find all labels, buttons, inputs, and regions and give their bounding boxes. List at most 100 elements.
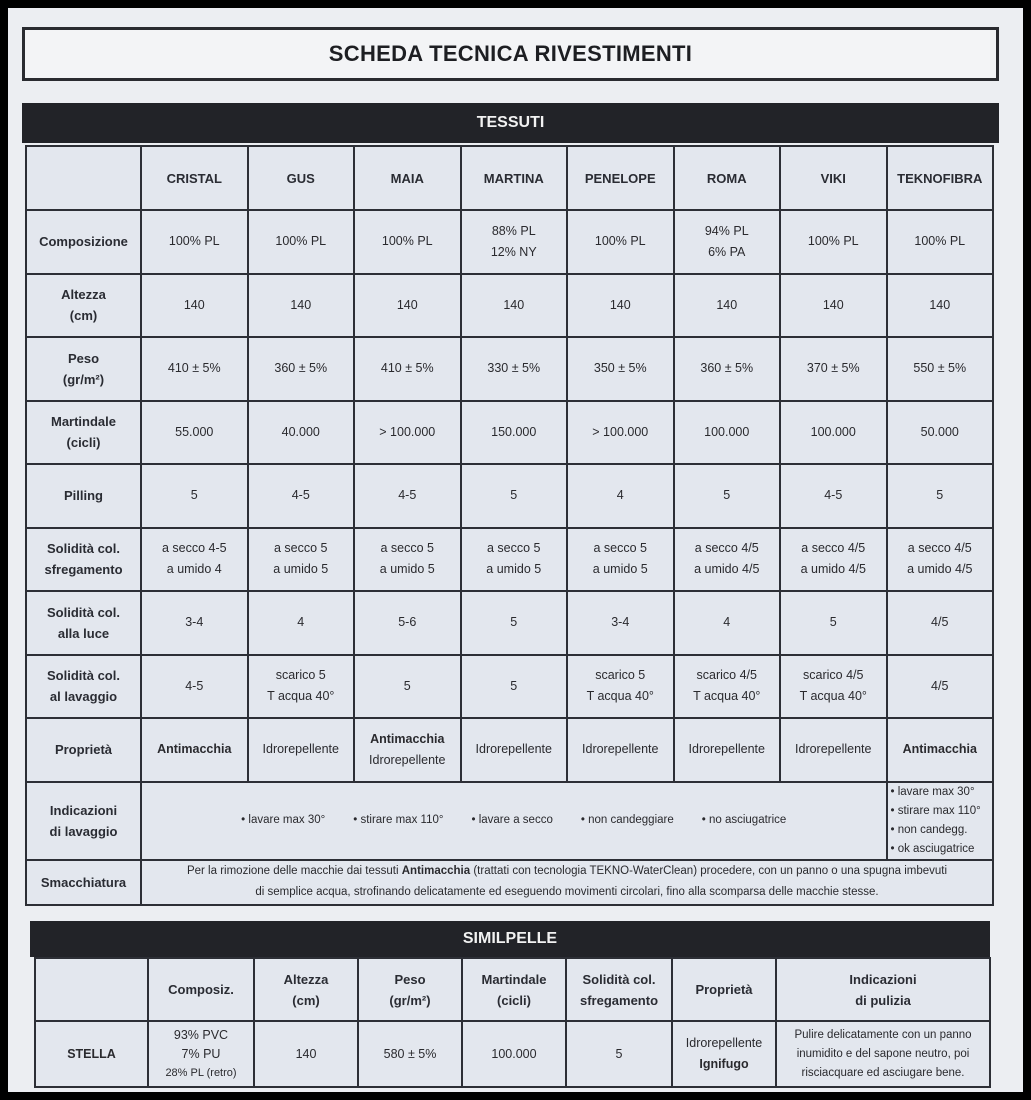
table-cell: 3-4: [566, 590, 675, 656]
cell-line: a secco 5: [273, 541, 328, 556]
table-cell: 5: [353, 653, 462, 719]
cell-line: 40.000: [281, 424, 320, 439]
cell-line: di lavaggio: [49, 823, 118, 839]
cell-line: 100.000: [704, 424, 750, 439]
cell-line: 140: [822, 297, 844, 312]
table-row: Proprietà Antimacchia Idrorepellente Antima…: [25, 717, 994, 783]
cell-line: 140: [396, 297, 418, 312]
cell-line: > 100.000: [592, 424, 649, 439]
cell-line: a umido 5: [592, 562, 648, 577]
cell-line: 4/5: [931, 678, 949, 693]
table-cell: 5: [459, 653, 568, 719]
cell-line: risciacquare ed asciugare bene.: [801, 1066, 965, 1079]
smacchiatura-text-before: Per la rimozione delle macchie dai tessu…: [186, 865, 402, 877]
cell-line: a umido 4: [166, 562, 222, 577]
cell-line: 330 ± 5%: [487, 361, 541, 376]
cell-line: Pulire delicatamente con un panno: [794, 1028, 972, 1041]
cell-line: scarico 5: [275, 668, 326, 683]
cell-line: 5: [510, 488, 518, 503]
table-cell: a secco 4/5 a umido 4/5: [672, 526, 781, 592]
tessuti-table: CRISTAL GUS MAIA MARTINA PENELOPE ROMA VIKI TEK…: [25, 145, 994, 906]
table-cell: 5: [672, 463, 781, 529]
cell-line: 4: [297, 615, 305, 630]
cell-line: 140: [609, 297, 631, 312]
table-cell: 4: [566, 463, 675, 529]
cell-line: Idrorepellente: [369, 752, 446, 767]
cell-line: 100% PL: [594, 234, 646, 249]
cell-line: 140: [290, 297, 312, 312]
cell-line: Solidità col.: [47, 668, 120, 684]
cell-line: (cicli): [497, 992, 531, 1008]
teknofibra-washing: • lavare max 30° • stirare max 110° • non …: [885, 780, 994, 861]
table-cell: 140: [672, 272, 781, 338]
cell-line: T acqua 40°: [799, 689, 867, 704]
cell-line: Peso: [67, 350, 100, 366]
table-cell: 4: [672, 590, 781, 656]
table-cell: 100% PL: [140, 209, 249, 275]
table-cell: scarico 4/5 T acqua 40°: [672, 653, 781, 719]
cell-line: a secco 5: [486, 541, 541, 556]
column-header: Indicazioni di pulizia: [775, 957, 991, 1022]
table-cell: 100% PL: [246, 209, 355, 275]
table-cell: 50.000: [885, 399, 994, 465]
cell-line: Idrorepellente: [688, 742, 765, 757]
table-cell: > 100.000: [353, 399, 462, 465]
column-header: ROMA: [672, 145, 781, 211]
row-label: Peso (gr/m²): [25, 336, 142, 402]
table-cell: 88% PL 12% NY: [459, 209, 568, 275]
cell-line: 5: [510, 678, 518, 693]
column-header: MAIA: [353, 145, 462, 211]
table-cell: 5-6: [353, 590, 462, 656]
cell-line: 410 ± 5%: [380, 361, 434, 376]
cell-line: Solidità col.: [582, 971, 656, 987]
empty-cell: [25, 145, 142, 211]
similpelle-table: Composiz. Altezza (cm) Peso (gr/m²) Martindal…: [34, 957, 991, 1088]
cell-line: 580 ± 5%: [383, 1046, 437, 1061]
row-label: Solidità col. al lavaggio: [25, 653, 142, 719]
table-cell: 100.000: [672, 399, 781, 465]
cell-line: Antimacchia: [157, 742, 232, 757]
cell-line: 94% PL: [704, 223, 749, 238]
cell-line: Idrorepellente: [262, 742, 339, 757]
cell-line: 5: [190, 488, 198, 503]
table-cell: Pulire delicatamente con un panno inumidi…: [775, 1020, 991, 1088]
table-cell: Idrorepellente: [779, 717, 888, 783]
table-row: STELLA 93% PVC 7% PU 28% PL (retro) 140 580 ±…: [34, 1020, 991, 1088]
cell-line: a secco 4/5: [801, 541, 866, 556]
cell-line: (gr/m²): [62, 371, 105, 387]
column-header: [34, 957, 149, 1022]
table-cell: 580 ± 5%: [357, 1020, 463, 1088]
smacchiatura-text: Per la rimozione delle macchie dai tessu…: [140, 858, 994, 906]
cell-line: 93% PVC: [173, 1027, 229, 1042]
cell-line: a umido 5: [486, 562, 542, 577]
lavaggio-row: Indicazioni di lavaggio • lavare max 30° • …: [25, 780, 994, 861]
header-row: CRISTAL GUS MAIA MARTINA PENELOPE ROMA VIKI TEK…: [25, 145, 994, 211]
row-label: Solidità col. alla luce: [25, 590, 142, 656]
cell-line: Idrorepellente: [685, 1036, 763, 1050]
cell-line: 140: [183, 297, 205, 312]
cell-line: a secco 4/5: [907, 541, 972, 556]
table-cell: scarico 5 T acqua 40°: [566, 653, 675, 719]
table-cell: 350 ± 5%: [566, 336, 675, 402]
cell-line: T acqua 40°: [693, 689, 761, 704]
cell-line: 360 ± 5%: [274, 361, 328, 376]
cell-line: 4-5: [824, 488, 843, 503]
table-cell: scarico 5 T acqua 40°: [246, 653, 355, 719]
cell-line: a umido 4/5: [907, 562, 973, 577]
cell-line: 88% PL: [491, 223, 536, 238]
table-row: Altezza (cm) 140 140 140 140 140 140 140 140: [25, 272, 994, 338]
cell-line: 100% PL: [275, 234, 327, 249]
cell-line: Proprietà: [695, 982, 753, 997]
washing-item: • no asciugatrice: [701, 814, 787, 826]
cell-line: 360 ± 5%: [700, 361, 754, 376]
cell-line: 140: [503, 297, 525, 312]
table-cell: Idrorepellente: [566, 717, 675, 783]
washing-item: • non candeggiare: [580, 814, 674, 826]
cell-line: 50.000: [920, 424, 959, 439]
row-label: Smacchiatura: [25, 858, 142, 906]
table-cell: Idrorepellente Ignifugo: [671, 1020, 777, 1088]
cell-line: 3-4: [611, 615, 630, 630]
row-label: Martindale (cicli): [25, 399, 142, 465]
table-cell: 40.000: [246, 399, 355, 465]
row-label: Proprietà: [25, 717, 142, 783]
